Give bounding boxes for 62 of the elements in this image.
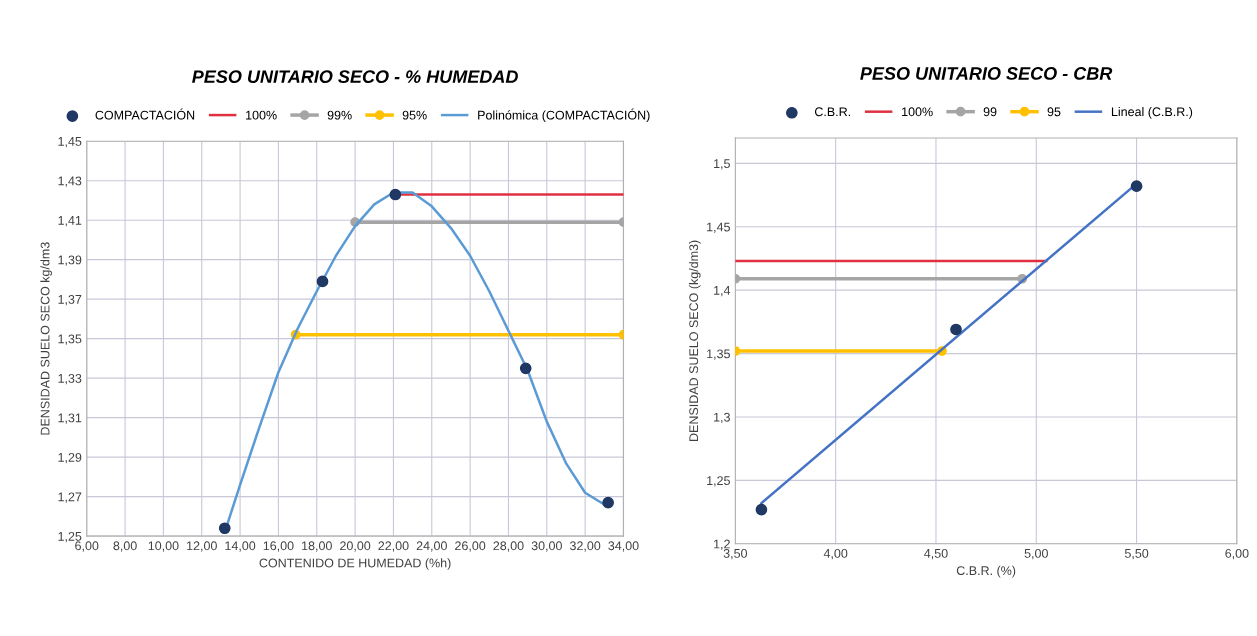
x-tick-label: 22,00 <box>378 541 409 552</box>
x-tick-label: 18,00 <box>302 541 332 552</box>
y-tick-label: 1,29 <box>58 452 82 464</box>
y-tick-label: 1,4 <box>714 286 731 297</box>
x-axis-title: CONTENIDO DE HUMEDAD (%h) <box>259 558 451 570</box>
y-tick-label: 1,41 <box>58 216 82 227</box>
chart-title: PESO UNITARIO SECO - % HUMEDAD <box>192 70 518 84</box>
x-tick-label: 32,00 <box>569 541 601 552</box>
chart-title: PESO UNITARIO SECO - CBR <box>860 67 1113 80</box>
x-tick-label: 3,50 <box>723 548 748 560</box>
x-tick-label: 5,00 <box>1024 548 1048 560</box>
x-axis-title: C.B.R. (%) <box>956 565 1016 578</box>
y-tick-label: 1,35 <box>58 334 82 345</box>
y-axis-title: DENSIDAD SUELO SECO kg/dm3 <box>40 242 52 435</box>
point <box>218 522 231 535</box>
x-tick-label: 6,00 <box>1225 548 1249 560</box>
legend-label: COMPACTACIÓN <box>95 108 195 120</box>
y-tick-label: 1,5 <box>714 159 730 170</box>
point <box>519 362 532 375</box>
legend-label: 95% <box>402 110 427 120</box>
legend-label: Polinómica (COMPACTACIÓN) <box>478 108 650 123</box>
legend-label: 99 <box>983 107 997 117</box>
x-tick-label: 16,00 <box>263 541 294 552</box>
y-tick-label: 1,27 <box>58 492 82 503</box>
y-tick-label: 1,45 <box>58 137 82 148</box>
legend-label: 99% <box>327 110 352 120</box>
point <box>389 188 402 201</box>
y-tick-label: 1,33 <box>58 373 82 385</box>
legend-label: 100% <box>902 107 933 117</box>
legend-label: 100% <box>246 110 277 120</box>
x-tick-label: 5,50 <box>1124 548 1149 560</box>
x-tick-label: 14,00 <box>225 541 256 552</box>
y-tick-label: 1,35 <box>707 349 730 360</box>
x-tick-label: 10,00 <box>148 541 179 552</box>
y-tick-label: 1,3 <box>714 412 730 424</box>
y-tick-label: 1,39 <box>58 255 82 266</box>
point <box>1130 180 1143 193</box>
y-tick-label: 1,43 <box>58 176 82 187</box>
legend-label: 95 <box>1047 107 1061 117</box>
x-tick-label: 12,00 <box>187 541 217 552</box>
y-tick-label: 1,31 <box>58 413 82 424</box>
x-tick-label: 4,00 <box>823 548 848 560</box>
point <box>950 323 962 336</box>
y-tick-label: 1,2 <box>714 539 730 550</box>
x-tick-label: 28,00 <box>493 541 524 552</box>
x-tick-label: 34,00 <box>608 541 639 552</box>
point <box>316 275 329 288</box>
x-tick-label: 6,00 <box>75 541 99 552</box>
x-tick-label: 24,00 <box>416 541 447 552</box>
legend-label: Lineal (C.B.R.) <box>1111 106 1193 119</box>
x-tick-label: 26,00 <box>455 541 486 552</box>
y-tick-label: 1,25 <box>707 476 730 487</box>
y-axis-title: DENSIDAD SUELO SECO (kg/dm3) <box>688 240 701 441</box>
x-tick-label: 8,00 <box>113 541 137 552</box>
point <box>602 496 614 509</box>
x-tick-label: 30,00 <box>531 541 562 552</box>
y-tick-label: 1,45 <box>707 222 730 233</box>
x-tick-label: 20,00 <box>340 541 371 552</box>
x-tick-label: 4,50 <box>924 548 948 560</box>
y-tick-label: 1,37 <box>58 294 82 306</box>
y-tick-label: 1,25 <box>58 531 82 543</box>
legend-label: C.B.R. <box>814 107 851 117</box>
